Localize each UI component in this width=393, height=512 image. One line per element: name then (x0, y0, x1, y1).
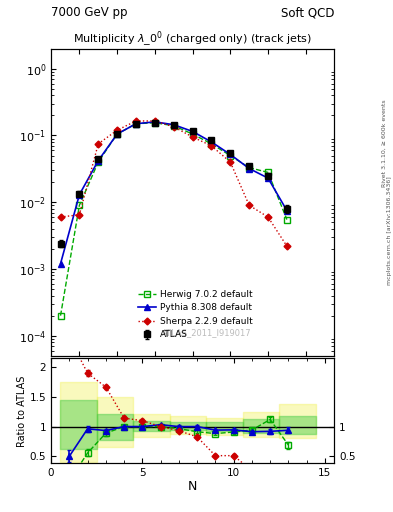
Sherpa 2.2.9 default (134, 118, 138, 124)
Pythia 8.308 default (96, 158, 101, 164)
Sherpa 2.2.9 default (285, 243, 289, 249)
Sherpa 2.2.9 default (190, 134, 195, 140)
Line: Pythia 8.308 default: Pythia 8.308 default (57, 119, 290, 267)
Pythia 8.308 default (285, 207, 289, 214)
Sherpa 2.2.9 default (266, 214, 270, 220)
Pythia 8.308 default (134, 121, 138, 127)
Text: Soft QCD: Soft QCD (281, 7, 334, 19)
X-axis label: N: N (188, 480, 197, 493)
Text: Rivet 3.1.10, ≥ 600k events: Rivet 3.1.10, ≥ 600k events (382, 99, 387, 187)
Pythia 8.308 default (58, 261, 63, 267)
Sherpa 2.2.9 default (247, 202, 252, 208)
Line: Herwig 7.0.2 default: Herwig 7.0.2 default (57, 120, 290, 319)
Herwig 7.0.2 default (209, 141, 214, 147)
Y-axis label: Ratio to ATLAS: Ratio to ATLAS (17, 375, 27, 446)
Herwig 7.0.2 default (58, 313, 63, 319)
Pythia 8.308 default (190, 129, 195, 135)
Sherpa 2.2.9 default (96, 141, 101, 147)
Pythia 8.308 default (228, 152, 233, 158)
Sherpa 2.2.9 default (115, 127, 119, 133)
Herwig 7.0.2 default (152, 120, 157, 126)
Sherpa 2.2.9 default (152, 118, 157, 124)
Text: ATLAS_2011_I919017: ATLAS_2011_I919017 (162, 328, 252, 337)
Herwig 7.0.2 default (115, 131, 119, 137)
Herwig 7.0.2 default (134, 121, 138, 127)
Sherpa 2.2.9 default (209, 143, 214, 149)
Sherpa 2.2.9 default (228, 159, 233, 165)
Herwig 7.0.2 default (228, 153, 233, 159)
Pythia 8.308 default (171, 122, 176, 128)
Legend: Herwig 7.0.2 default, Pythia 8.308 default, Sherpa 2.2.9 default, ATLAS: Herwig 7.0.2 default, Pythia 8.308 defau… (135, 287, 255, 342)
Herwig 7.0.2 default (77, 202, 82, 208)
Pythia 8.308 default (115, 131, 119, 137)
Herwig 7.0.2 default (247, 164, 252, 170)
Line: Sherpa 2.2.9 default: Sherpa 2.2.9 default (58, 119, 289, 248)
Pythia 8.308 default (77, 191, 82, 198)
Pythia 8.308 default (247, 165, 252, 172)
Sherpa 2.2.9 default (171, 124, 176, 130)
Text: mcplots.cern.ch [arXiv:1306.3436]: mcplots.cern.ch [arXiv:1306.3436] (387, 176, 391, 285)
Sherpa 2.2.9 default (77, 211, 82, 218)
Sherpa 2.2.9 default (58, 214, 63, 220)
Pythia 8.308 default (152, 119, 157, 125)
Title: Multiplicity $\lambda\_0^0$ (charged only) (track jets): Multiplicity $\lambda\_0^0$ (charged onl… (73, 29, 312, 49)
Herwig 7.0.2 default (285, 217, 289, 223)
Text: 7000 GeV pp: 7000 GeV pp (51, 7, 128, 19)
Pythia 8.308 default (266, 175, 270, 181)
Herwig 7.0.2 default (190, 131, 195, 137)
Herwig 7.0.2 default (266, 169, 270, 176)
Pythia 8.308 default (209, 139, 214, 145)
Herwig 7.0.2 default (96, 159, 101, 165)
Herwig 7.0.2 default (171, 123, 176, 129)
